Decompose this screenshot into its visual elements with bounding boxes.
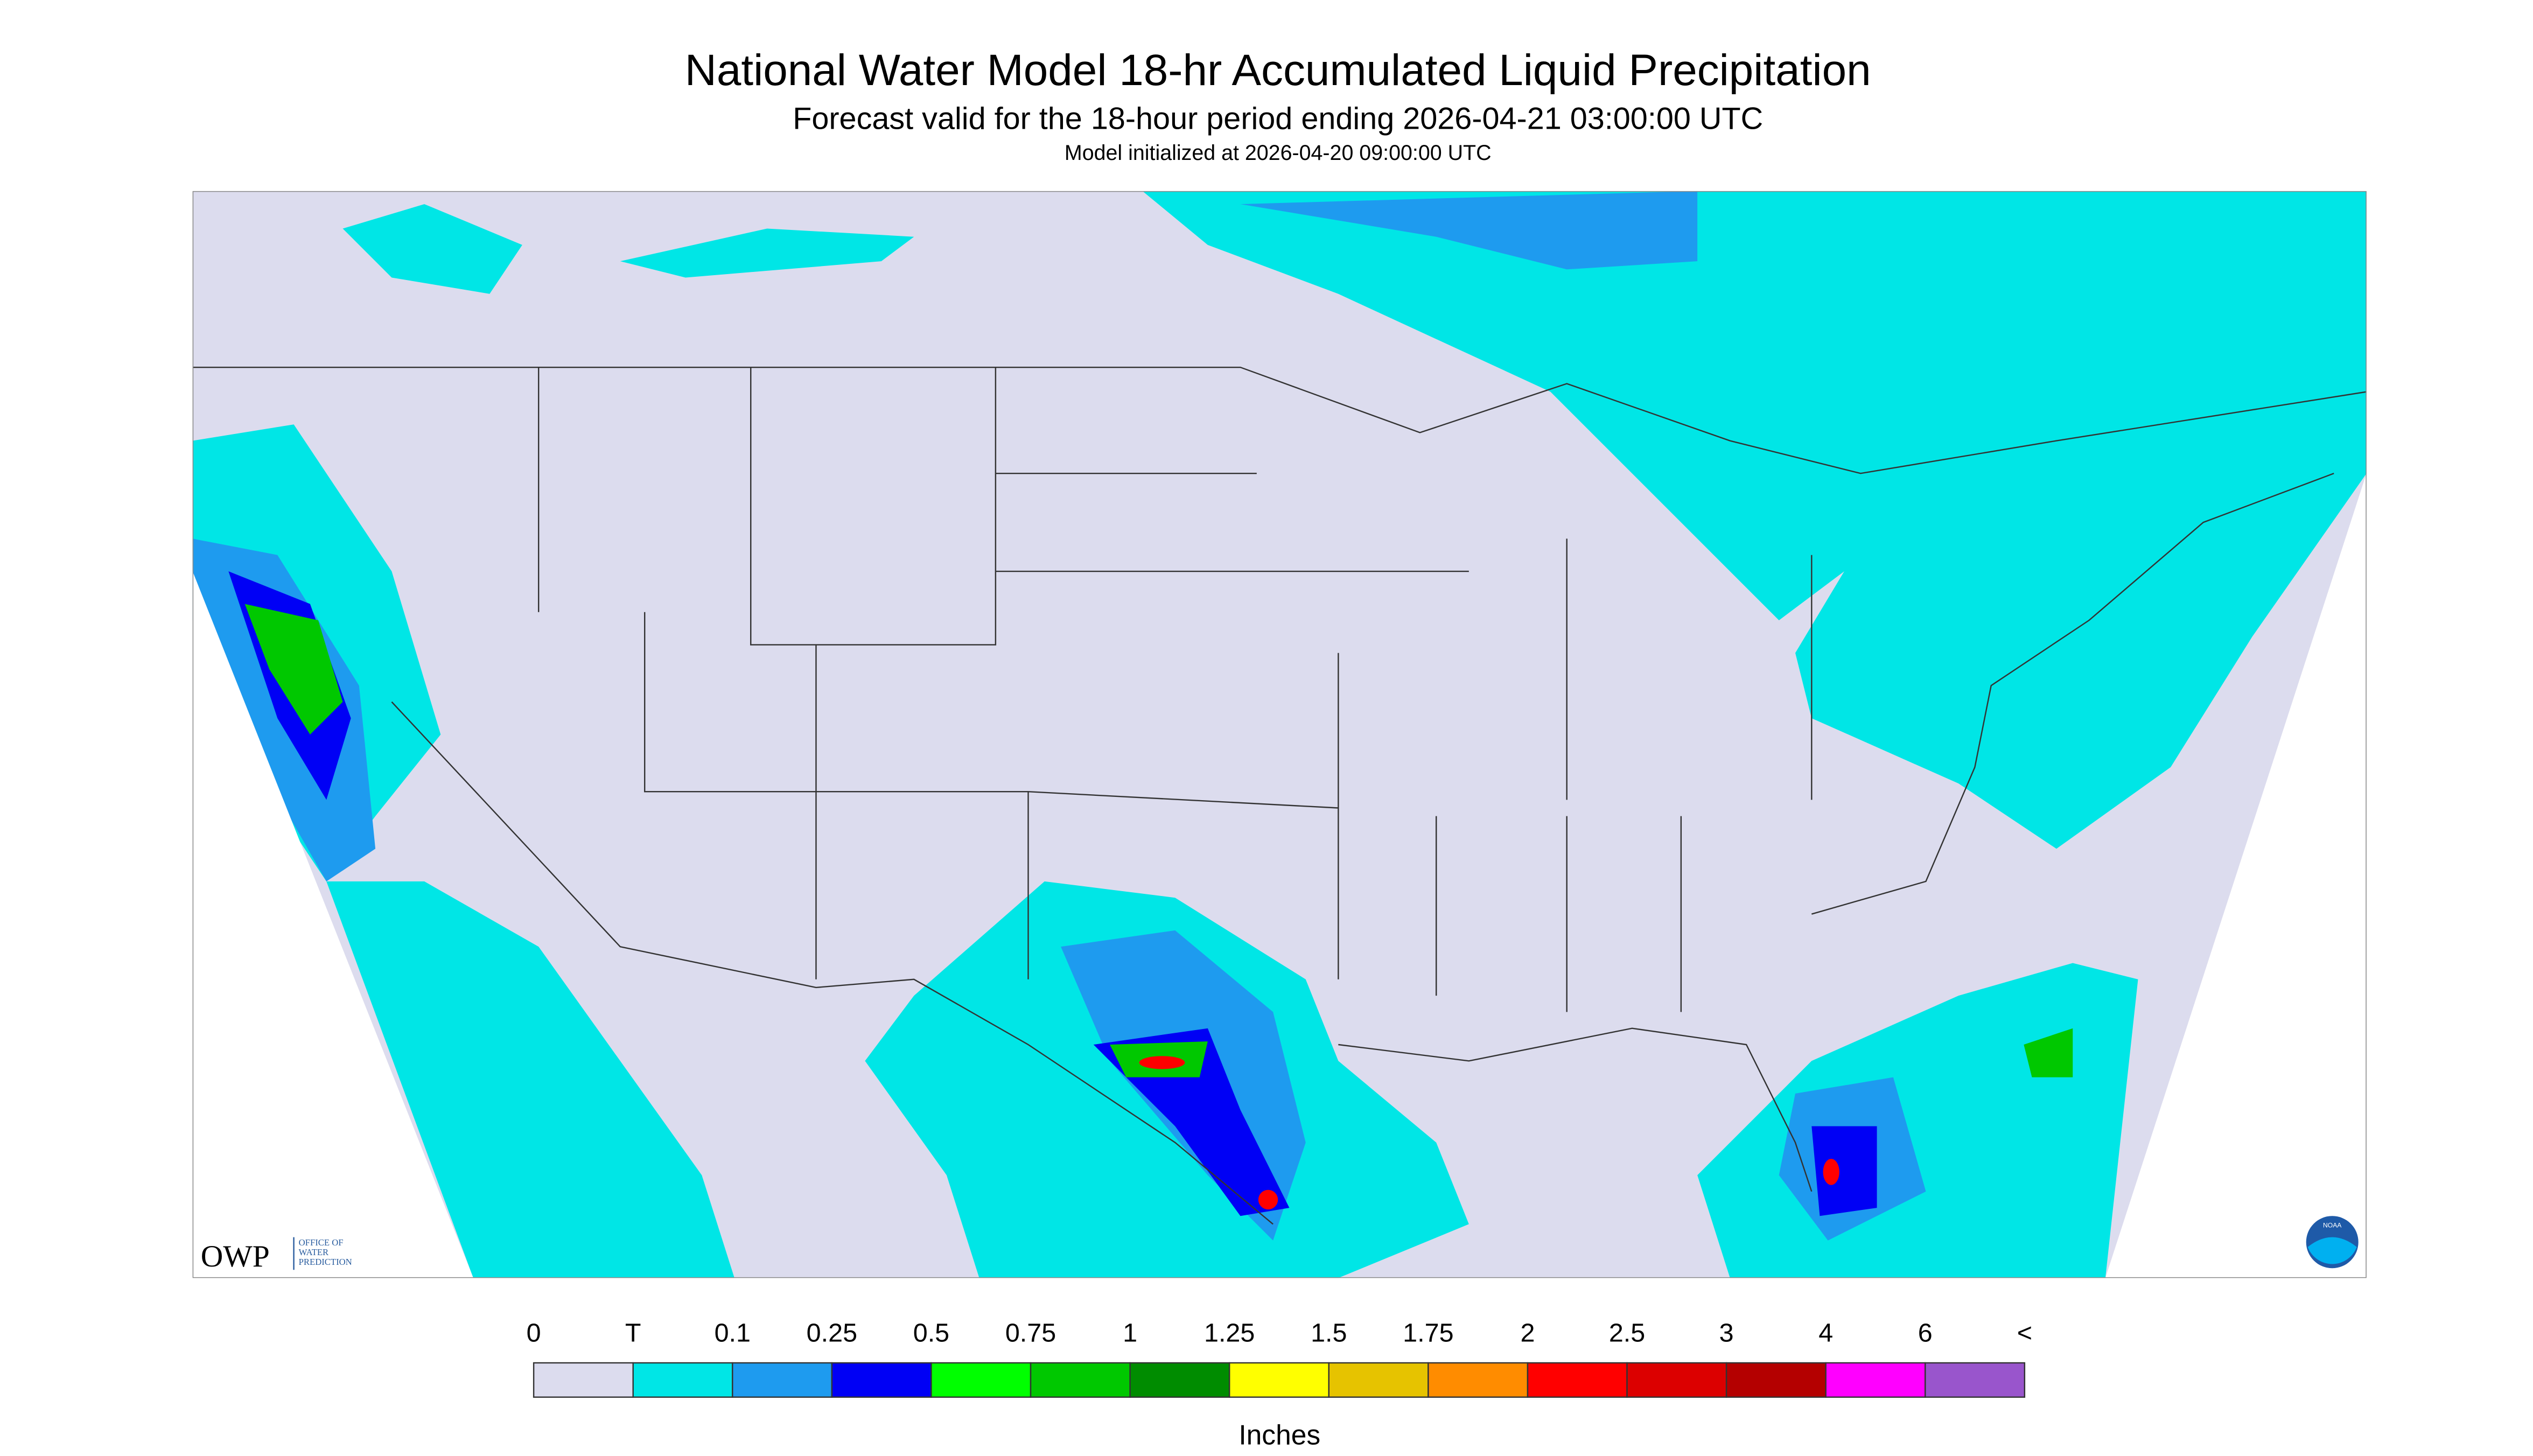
subtitle: Forecast valid for the 18-hour period en… xyxy=(793,102,1763,136)
owp-name-line: WATER xyxy=(299,1247,329,1257)
legend-label: 1.75 xyxy=(1403,1319,1453,1348)
legend-swatch xyxy=(930,1362,1032,1398)
legend-label: 4 xyxy=(1818,1319,1833,1348)
legend-label: 1 xyxy=(1123,1319,1137,1348)
legend-label: 6 xyxy=(1918,1319,1933,1348)
legend-label: 0.1 xyxy=(715,1319,751,1348)
owp-name-line: PREDICTION xyxy=(299,1257,352,1267)
boundaries xyxy=(192,366,2367,1225)
owp-logo: OWP xyxy=(201,1240,270,1273)
legend-label: 2.5 xyxy=(1609,1319,1645,1348)
legend-label: 2 xyxy=(1520,1319,1535,1348)
legend-label: 3 xyxy=(1719,1319,1734,1348)
outside-domain xyxy=(192,571,473,1278)
legend-units: Inches xyxy=(1238,1419,1320,1451)
legend-label: 0.75 xyxy=(1005,1319,1056,1348)
legend-label: 0.5 xyxy=(913,1319,949,1348)
legend-swatch xyxy=(1428,1362,1529,1398)
legend-swatch xyxy=(1328,1362,1429,1398)
owp-name-line: OFFICE OF xyxy=(299,1237,344,1248)
legend-swatch xyxy=(1030,1362,1131,1398)
legend-swatch xyxy=(1228,1362,1330,1398)
legend-label: < xyxy=(2017,1319,2032,1348)
legend-label: 1.5 xyxy=(1311,1319,1347,1348)
precip-light xyxy=(192,191,2367,1278)
legend-swatch xyxy=(632,1362,733,1398)
legend-swatch xyxy=(1626,1362,1727,1398)
legend-swatch xyxy=(1925,1362,2026,1398)
legend-swatch xyxy=(1825,1362,1926,1398)
legend-swatch xyxy=(831,1362,932,1398)
precip-extreme xyxy=(1139,1056,1839,1210)
init-time: Model initialized at 2026-04-20 09:00:00… xyxy=(1065,141,1492,165)
title: National Water Model 18-hr Accumulated L… xyxy=(685,46,1871,95)
legend-label: 1.25 xyxy=(1204,1319,1255,1348)
legend-label: 0.25 xyxy=(807,1319,857,1348)
legend-swatch xyxy=(533,1362,634,1398)
legend-swatch xyxy=(1129,1362,1230,1398)
legend-label: 0 xyxy=(527,1319,541,1348)
legend-swatch xyxy=(732,1362,833,1398)
legend: 0 T 0.1 0.25 0.5 0.75 1 1.25 1.5 1.75 2 2.5 3 4 6 < xyxy=(527,1319,2032,1398)
legend-swatch xyxy=(1725,1362,1827,1398)
legend-swatch xyxy=(1527,1362,1628,1398)
legend-label: T xyxy=(625,1319,641,1348)
noaa-text: NOAA xyxy=(2323,1221,2342,1229)
